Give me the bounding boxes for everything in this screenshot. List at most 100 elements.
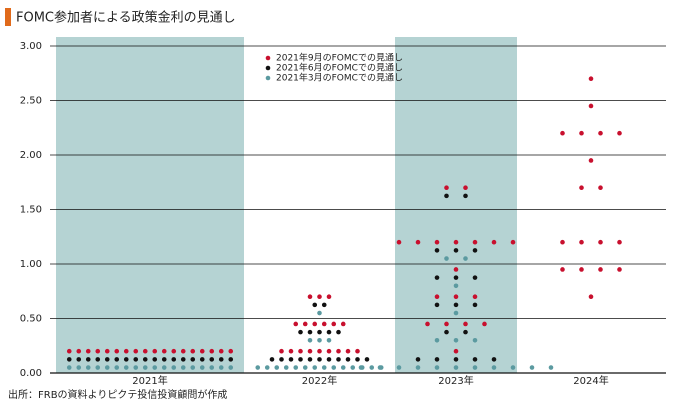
dot bbox=[598, 267, 603, 272]
dot bbox=[453, 248, 459, 253]
dot bbox=[161, 348, 167, 354]
dot bbox=[482, 321, 487, 327]
dot bbox=[529, 365, 535, 370]
dot bbox=[152, 365, 158, 370]
dot bbox=[95, 357, 101, 362]
dot bbox=[453, 275, 459, 280]
dot bbox=[123, 365, 129, 370]
dot bbox=[453, 302, 459, 308]
dot bbox=[307, 357, 313, 362]
dot bbox=[598, 239, 603, 245]
dot bbox=[588, 158, 594, 163]
dot bbox=[283, 365, 289, 370]
dot bbox=[434, 365, 440, 370]
dot bbox=[209, 348, 215, 354]
dot bbox=[336, 348, 341, 354]
dot bbox=[123, 348, 129, 354]
x-tick-label: 2023年 bbox=[438, 374, 473, 387]
dot bbox=[76, 365, 82, 370]
dot bbox=[317, 329, 322, 335]
dot bbox=[472, 239, 478, 245]
dot bbox=[453, 338, 459, 343]
year-band bbox=[56, 37, 244, 373]
dot bbox=[104, 348, 110, 354]
dot bbox=[444, 185, 449, 190]
dot bbox=[415, 239, 421, 245]
dot bbox=[190, 357, 196, 362]
dot bbox=[66, 365, 72, 370]
dot bbox=[209, 365, 215, 370]
dot bbox=[142, 357, 148, 362]
dot bbox=[199, 357, 205, 362]
dot bbox=[463, 193, 468, 199]
y-tick-label: 1.50 bbox=[20, 205, 42, 216]
dot bbox=[190, 365, 196, 370]
dot bbox=[279, 348, 284, 354]
dot bbox=[312, 321, 318, 327]
legend-label: 2021年9月のFOMCでの見通し bbox=[276, 52, 403, 64]
dot bbox=[317, 294, 322, 300]
dot bbox=[444, 256, 449, 261]
dot bbox=[434, 275, 440, 280]
dot bbox=[104, 365, 110, 370]
dot bbox=[133, 365, 139, 370]
dot bbox=[434, 338, 440, 343]
legend-label: 2021年3月のFOMCでの見通し bbox=[276, 72, 403, 84]
dot bbox=[444, 193, 449, 199]
dot bbox=[326, 338, 332, 343]
dot bbox=[114, 348, 120, 354]
dot bbox=[199, 348, 205, 354]
dot bbox=[255, 365, 261, 370]
dot bbox=[336, 329, 341, 335]
dot bbox=[491, 239, 497, 245]
dot bbox=[598, 130, 603, 136]
dot bbox=[307, 348, 313, 354]
dot bbox=[588, 294, 594, 300]
dot bbox=[76, 357, 82, 362]
dot bbox=[95, 348, 101, 354]
dot bbox=[293, 321, 299, 327]
dot bbox=[510, 365, 516, 370]
dot bbox=[288, 348, 294, 354]
dot bbox=[321, 365, 327, 370]
dot bbox=[114, 365, 120, 370]
dot bbox=[453, 283, 459, 289]
dot bbox=[66, 348, 72, 354]
dot bbox=[355, 357, 360, 362]
dot bbox=[312, 302, 318, 308]
dot bbox=[317, 338, 322, 343]
dot bbox=[617, 130, 622, 136]
y-tick-label: 3.00 bbox=[20, 41, 42, 52]
dot bbox=[340, 365, 346, 370]
dot bbox=[453, 365, 459, 370]
dot bbox=[161, 365, 167, 370]
y-tick-label: 1.00 bbox=[20, 259, 42, 270]
dot bbox=[66, 357, 72, 362]
dot bbox=[133, 348, 139, 354]
dot bbox=[218, 365, 224, 370]
dot bbox=[85, 348, 91, 354]
dot bbox=[326, 329, 332, 335]
dot bbox=[298, 357, 303, 362]
dot bbox=[453, 357, 459, 362]
dot bbox=[345, 348, 351, 354]
dot bbox=[415, 365, 421, 370]
dot bbox=[228, 357, 234, 362]
dot bbox=[298, 329, 303, 335]
dot bbox=[307, 294, 313, 300]
dot bbox=[472, 357, 478, 362]
dot bbox=[617, 267, 622, 272]
dot bbox=[302, 321, 308, 327]
dot bbox=[358, 365, 364, 370]
source-note: 出所：FRBの資料よりピクテ投信投資顧問が作成 bbox=[8, 388, 227, 401]
dot bbox=[588, 103, 594, 109]
dot bbox=[588, 76, 594, 81]
legend-marker bbox=[265, 65, 271, 71]
dot bbox=[560, 267, 565, 272]
dot bbox=[598, 185, 603, 190]
legend-marker bbox=[265, 75, 271, 81]
dot bbox=[579, 267, 584, 272]
dot bbox=[340, 321, 346, 327]
dot bbox=[142, 348, 148, 354]
